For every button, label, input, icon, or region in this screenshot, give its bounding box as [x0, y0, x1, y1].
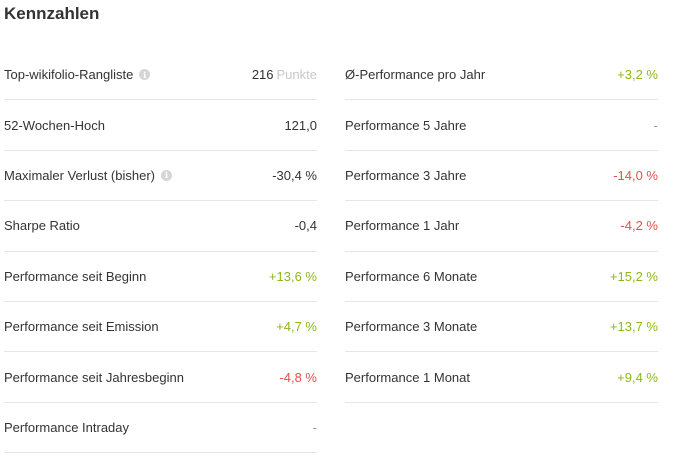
metric-value: -14,0 %	[613, 167, 658, 183]
metric-label: 52-Wochen-Hoch	[4, 117, 105, 133]
info-icon[interactable]: i	[139, 69, 151, 81]
metric-value: +9,4 %	[617, 369, 658, 385]
metric-row-perf-ytd: Performance seit Jahresbeginn -4,8 %	[4, 352, 317, 403]
metric-label: Performance 5 Jahre	[345, 117, 467, 133]
metric-value: +13,6 %	[268, 268, 317, 284]
metric-row-max-drawdown: Maximaler Verlust (bisher) i -30,4 %	[4, 151, 317, 202]
metric-label: Performance Intraday	[4, 419, 130, 435]
metric-value: -	[312, 419, 317, 435]
metric-row-perf-since-start: Performance seit Beginn +13,6 %	[4, 252, 317, 302]
metric-value: -0,4	[294, 218, 317, 234]
metric-value: -	[653, 117, 658, 133]
metric-label: Performance 1 Jahr	[345, 218, 460, 234]
metric-row-perf-1y: Performance 1 Jahr -4,2 %	[345, 201, 658, 252]
metric-label: Performance 6 Monate	[345, 268, 478, 284]
metric-label: Performance seit Beginn	[4, 268, 147, 284]
info-icon[interactable]: i	[161, 169, 172, 181]
metric-row-ranking: Top-wikifolio-Rangliste i 216 Punkte	[4, 50, 317, 101]
metric-label: Top-wikifolio-Rangliste	[4, 67, 134, 83]
metric-label: Performance 3 Jahre	[345, 167, 467, 183]
metric-row-sharpe: Sharpe Ratio -0,4	[4, 201, 317, 252]
metric-value: +3,2 %	[617, 67, 658, 83]
metric-label: Performance 3 Monate	[345, 319, 478, 335]
metric-label: Performance seit Emission	[4, 319, 159, 335]
page-title: Kennzahlen	[4, 4, 100, 23]
metric-row-avg-perf-year: Ø-Performance pro Jahr +3,2 %	[345, 50, 658, 101]
metric-value: -4,2 %	[620, 218, 658, 234]
metric-row-perf-since-emission: Performance seit Emission +4,7 %	[4, 302, 317, 353]
metric-value: 216 Punkte	[251, 67, 317, 83]
metrics-right-column: Ø-Performance pro Jahr +3,2 % Performanc…	[345, 50, 658, 403]
metric-unit: Punkte	[276, 67, 317, 83]
metric-value: +13,7 %	[609, 319, 658, 335]
metric-row-perf-6m: Performance 6 Monate +15,2 %	[345, 252, 658, 302]
metric-row-52w-high: 52-Wochen-Hoch 121,0	[4, 100, 317, 151]
metric-row-perf-5y: Performance 5 Jahre -	[345, 100, 658, 151]
metric-row-perf-3m: Performance 3 Monate +13,7 %	[345, 302, 658, 353]
metric-label: Sharpe Ratio	[4, 218, 80, 234]
metric-value: +15,2 %	[609, 268, 658, 284]
metric-row-perf-intraday: Performance Intraday -	[4, 403, 317, 454]
metric-row-perf-3y: Performance 3 Jahre -14,0 %	[345, 151, 658, 202]
metrics-left-column: Top-wikifolio-Rangliste i 216 Punkte 52-W…	[4, 50, 317, 454]
metric-row-perf-1m: Performance 1 Monat +9,4 %	[345, 352, 658, 403]
metric-value: -4,8 %	[279, 369, 317, 385]
metric-value: -30,4 %	[272, 167, 317, 183]
metric-label: Maximaler Verlust (bisher)	[4, 167, 155, 183]
metric-value: 121,0	[284, 117, 317, 133]
metric-value: +4,7 %	[276, 319, 317, 335]
metric-label: Performance seit Jahresbeginn	[4, 369, 184, 385]
metric-label: Performance 1 Monat	[345, 369, 471, 385]
metric-label: Ø-Performance pro Jahr	[345, 67, 486, 83]
